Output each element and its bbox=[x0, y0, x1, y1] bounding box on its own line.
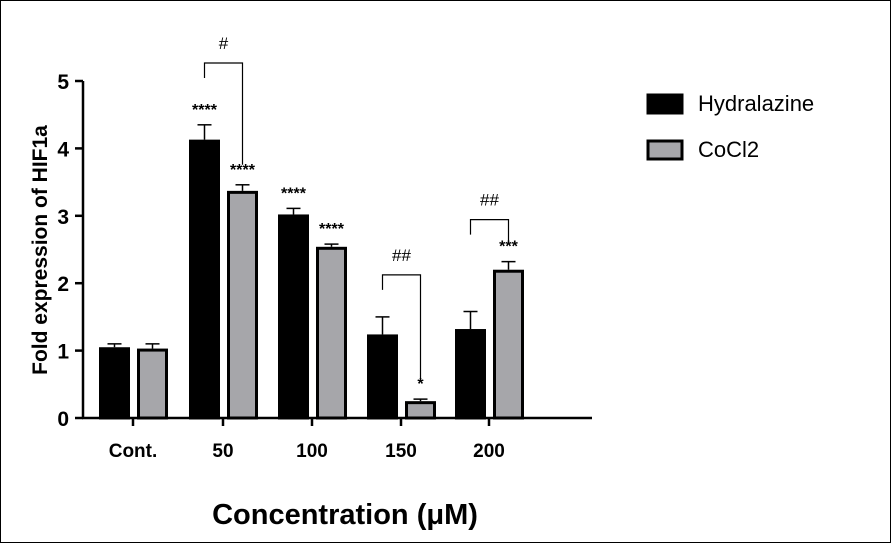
bar-cocl2-50 bbox=[227, 190, 258, 420]
comparison-bracket bbox=[469, 219, 510, 242]
x-tick-label: Cont. bbox=[109, 441, 158, 462]
x-axis-label: Concentration (μM) bbox=[212, 499, 478, 531]
bar-cocl2-200 bbox=[493, 269, 524, 420]
bar-hydralazine-200 bbox=[455, 329, 486, 420]
bar-hydralazine-150 bbox=[367, 334, 398, 420]
significance-label: **** bbox=[281, 185, 307, 202]
significance-label: **** bbox=[192, 102, 218, 119]
bar-hydralazine-50 bbox=[189, 139, 220, 420]
significance-label: **** bbox=[319, 221, 345, 238]
legend-swatch-cocl2 bbox=[646, 139, 684, 161]
legend-swatch-hydralazine bbox=[646, 93, 684, 115]
y-tick-label: 1 bbox=[57, 341, 69, 364]
comparison-label: ## bbox=[392, 246, 411, 265]
bar-hydralazine-Cont. bbox=[99, 347, 130, 420]
x-tick-label: 150 bbox=[385, 441, 417, 462]
y-tick-label: 0 bbox=[57, 408, 69, 431]
x-tick-label: 100 bbox=[296, 441, 328, 462]
y-axis-label: Fold expression of HIF1a bbox=[29, 125, 52, 375]
x-tick-label: 50 bbox=[212, 441, 233, 462]
y-tick-label: 2 bbox=[57, 273, 69, 296]
bar-cocl2-Cont. bbox=[137, 348, 168, 420]
legend-label: Hydralazine bbox=[698, 91, 814, 116]
y-tick-label: 4 bbox=[57, 138, 69, 161]
comparison-bracket bbox=[203, 62, 244, 165]
bar-cocl2-150 bbox=[405, 401, 436, 420]
comparison-label: # bbox=[219, 34, 229, 53]
y-tick-label: 5 bbox=[57, 71, 69, 94]
significance-label: *** bbox=[499, 239, 518, 256]
bar-cocl2-100 bbox=[316, 246, 347, 420]
significance-label: **** bbox=[230, 162, 256, 179]
legend-label: CoCl2 bbox=[698, 137, 759, 162]
y-tick-label: 3 bbox=[57, 206, 69, 229]
comparison-bracket bbox=[381, 274, 422, 380]
x-tick-label: 200 bbox=[473, 441, 505, 462]
significance-label: * bbox=[417, 376, 424, 393]
comparison-label: ## bbox=[480, 191, 499, 210]
bar-hydralazine-100 bbox=[278, 214, 309, 420]
